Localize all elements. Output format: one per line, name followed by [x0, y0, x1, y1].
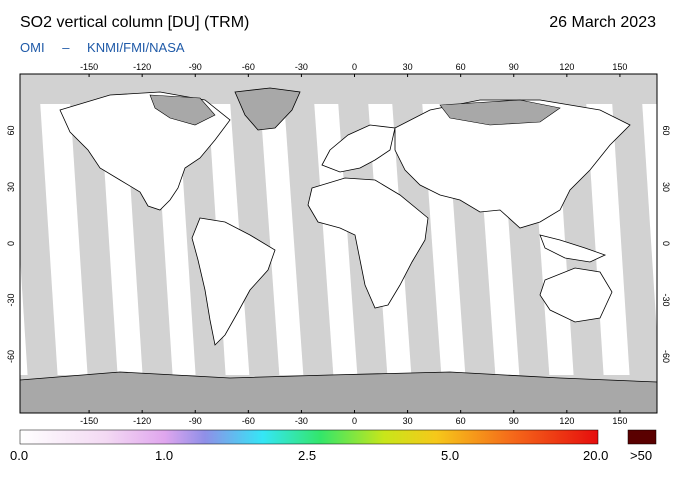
lon-tick-top-8: 90: [509, 62, 519, 72]
lat-tick-right-2: 0: [661, 241, 671, 246]
lat-tick-left-0: 60: [6, 125, 16, 135]
lon-tick-top-0: -150: [80, 62, 98, 72]
orbit-gap-2: [70, 100, 120, 413]
lon-tick-top-10: 150: [612, 62, 627, 72]
coordinate-ticks: -150 -150 -120 -120 -90 -90 -60 -60 -30 -30 0 0 30 30…: [6, 62, 671, 426]
lon-tick-bottom-10: 150: [612, 416, 627, 426]
colorbar-overflow-label: >50: [630, 448, 653, 463]
siberia-no-data: [439, 99, 561, 126]
orbit-gap-1: [20, 100, 60, 413]
indonesia: [539, 234, 607, 263]
orbit-gap-8: [392, 100, 444, 413]
colorbar-label-3: 5.0: [441, 448, 460, 463]
lon-tick-top-4: -30: [295, 62, 308, 72]
lon-tick-top-7: 60: [456, 62, 466, 72]
lat-tick-left-1: 30: [6, 182, 16, 192]
asia: [394, 99, 631, 229]
credit-institutions: KNMI/FMI/NASA: [87, 40, 185, 55]
map-panel: [20, 74, 657, 413]
lon-tick-bottom-9: 120: [559, 416, 574, 426]
canada-no-data: [149, 94, 216, 126]
lon-tick-bottom-4: -30: [295, 416, 308, 426]
colorbar-label-4: 20.0: [583, 448, 609, 463]
lon-tick-bottom-8: 90: [509, 416, 519, 426]
lat-tick-left-4: -60: [6, 350, 16, 363]
colorbar-label-1: 1.0: [155, 448, 174, 463]
australia: [539, 267, 613, 323]
lat-tick-right-3: -30: [661, 293, 671, 306]
lat-tick-right-4: -60: [661, 350, 671, 363]
colorbar-label-2: 2.5: [298, 448, 317, 463]
orbit-gap-6: [284, 100, 336, 413]
lon-tick-top-9: 120: [559, 62, 574, 72]
map-frame: [19, 73, 658, 414]
credit-line: OMI – KNMI/FMI/NASA: [20, 40, 199, 55]
map-date: 26 March 2023: [549, 14, 656, 31]
europe: [321, 124, 396, 173]
lon-tick-bottom-1: -120: [133, 416, 151, 426]
africa: [307, 177, 429, 309]
lon-tick-top-2: -90: [189, 62, 202, 72]
lat-tick-right-0: 60: [661, 125, 671, 135]
greenland: [234, 87, 301, 131]
colorbar-overflow-swatch: [627, 429, 657, 445]
lon-tick-top-6: 30: [403, 62, 413, 72]
colorbar-label-0: 0.0: [10, 448, 29, 463]
land-no-data: [149, 94, 561, 126]
lon-tick-bottom-0: -150: [80, 416, 98, 426]
lon-tick-top-5: 0: [352, 62, 357, 72]
credit-instrument: OMI: [20, 40, 45, 55]
map-title: SO2 vertical column [DU] (TRM): [20, 14, 250, 31]
south-america: [191, 217, 276, 346]
lat-tick-right-1: 30: [661, 182, 671, 192]
lon-tick-top-3: -60: [242, 62, 255, 72]
lon-tick-bottom-2: -90: [189, 416, 202, 426]
orbit-gap-12: [612, 100, 657, 413]
lon-tick-bottom-3: -60: [242, 416, 255, 426]
lon-tick-bottom-7: 60: [456, 416, 466, 426]
colorbar: [19, 429, 599, 445]
lat-tick-left-3: -30: [6, 293, 16, 306]
lon-tick-bottom-5: 0: [352, 416, 357, 426]
antarctica: [20, 371, 657, 413]
lat-tick-left-2: 0: [6, 241, 16, 246]
credit-dash: –: [62, 40, 70, 55]
lon-tick-bottom-6: 30: [403, 416, 413, 426]
lon-tick-top-1: -120: [133, 62, 151, 72]
